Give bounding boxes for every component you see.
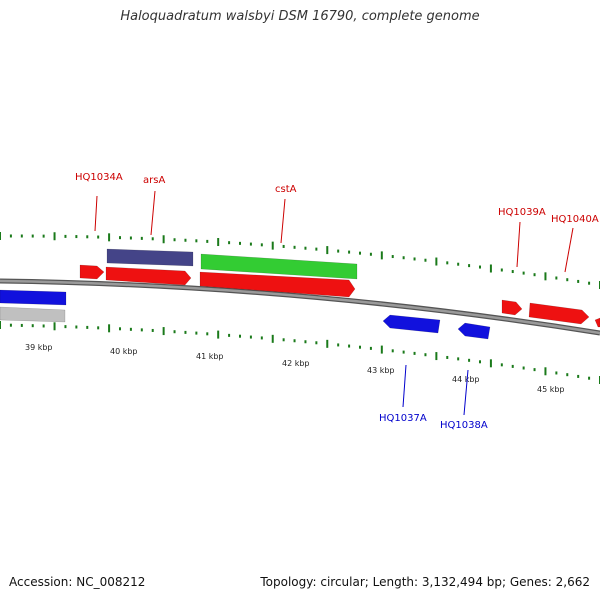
leader-hq1040a xyxy=(564,227,574,273)
leader-hq1038a xyxy=(463,369,469,416)
genome-summary: Topology: circular; Length: 3,132,494 bp… xyxy=(260,575,590,589)
gene-label-hq1039a[interactable]: HQ1039A xyxy=(498,207,546,218)
scale-label-44kbp: 44 kbp xyxy=(452,375,480,384)
leader-arsa xyxy=(150,190,156,236)
scale-label-43kbp: 43 kbp xyxy=(367,366,395,375)
scale-labels: 39 kbp 40 kbp 41 kbp 42 kbp 43 kbp 44 kb… xyxy=(25,343,565,394)
scale-label-42kbp: 42 kbp xyxy=(282,359,310,368)
gene-feature-csta[interactable] xyxy=(199,271,356,298)
gene-label-hq1040a[interactable]: HQ1040A xyxy=(551,214,599,225)
leader-csta xyxy=(280,198,286,244)
gene-feature-gray-left[interactable] xyxy=(0,306,66,323)
scale-label-39kbp: 39 kbp xyxy=(25,343,53,352)
gene-labels: HQ1034A arsA cstA HQ1039A HQ1040A HQ1037… xyxy=(75,172,599,431)
gene-feature-arsa[interactable] xyxy=(105,266,192,286)
scale-label-41kbp: 41 kbp xyxy=(196,352,224,361)
gene-label-arsa[interactable]: arsA xyxy=(143,175,165,186)
gene-feature-arsa-track[interactable] xyxy=(106,248,194,267)
label-leaders xyxy=(94,190,574,416)
gene-label-hq1038a[interactable]: HQ1038A xyxy=(440,420,488,431)
gene-label-hq1034a[interactable]: HQ1034A xyxy=(75,172,123,183)
leader-hq1039a xyxy=(516,221,521,268)
gene-label-csta[interactable]: cstA xyxy=(275,184,297,195)
gene-feature-hq1038a[interactable] xyxy=(457,322,491,340)
gene-feature-hq1039a[interactable] xyxy=(501,299,523,316)
accession-label: Accession: NC_008212 xyxy=(9,575,146,589)
scale-label-40kbp: 40 kbp xyxy=(110,347,138,356)
leader-hq1034a xyxy=(94,195,98,232)
outer-tick-ring xyxy=(0,232,600,289)
gene-feature-red-right[interactable] xyxy=(594,317,600,328)
map-title: Haloquadratum walsbyi DSM 16790, complet… xyxy=(120,9,480,24)
gene-feature-blue-left[interactable] xyxy=(0,289,67,306)
genome-backbone-highlight xyxy=(0,279,600,335)
gene-feature-csta-track[interactable] xyxy=(200,253,358,280)
gene-feature-hq1040a[interactable] xyxy=(528,302,590,325)
gene-label-hq1037a[interactable]: HQ1037A xyxy=(379,413,427,424)
gene-feature-hq1037a[interactable] xyxy=(382,314,441,334)
leader-hq1037a xyxy=(402,364,407,408)
inner-tick-ring xyxy=(0,321,600,384)
scale-label-45kbp: 45 kbp xyxy=(537,385,565,394)
gene-feature-hq1034a[interactable] xyxy=(79,264,105,280)
